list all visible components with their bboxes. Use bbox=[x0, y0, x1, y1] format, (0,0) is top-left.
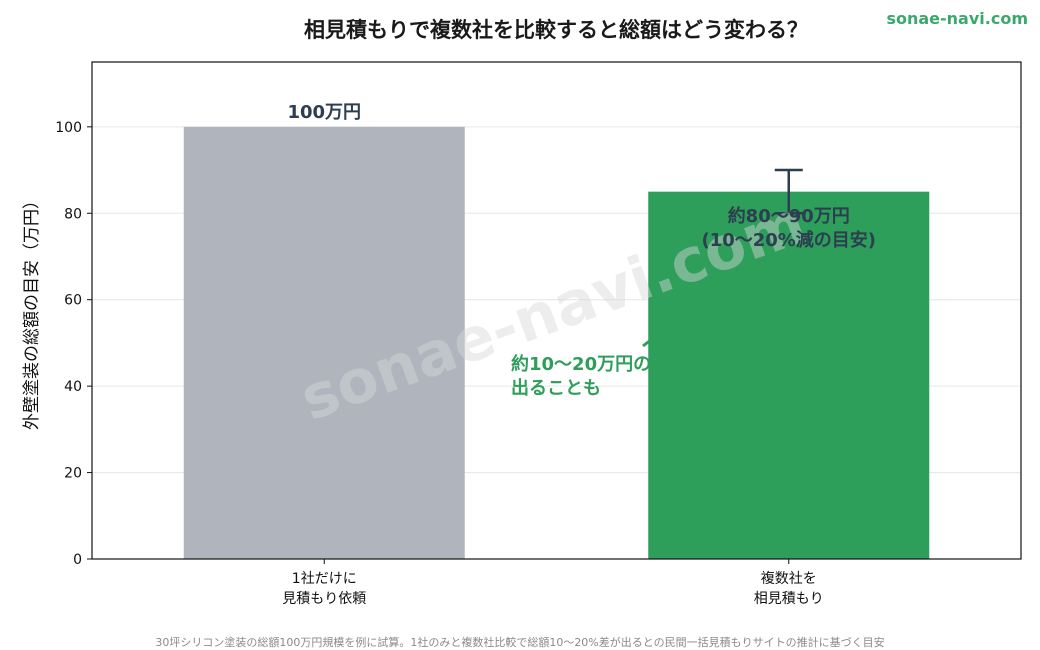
brand-label: sonae-navi.com bbox=[886, 9, 1028, 28]
x-tick-label: 見積もり依頼 bbox=[282, 591, 366, 607]
bar-2 bbox=[648, 191, 930, 560]
y-axis-label: 外壁塗装の総額の目安（万円） bbox=[21, 192, 42, 430]
plot-frame bbox=[91, 61, 1022, 560]
y-tick-label: 20 bbox=[64, 466, 82, 482]
error-bars bbox=[774, 168, 803, 215]
annotation-line bbox=[642, 300, 701, 348]
bar-1 bbox=[183, 126, 465, 560]
chart-title: 相見積もりで複数社を比較すると総額はどう変わる？ bbox=[304, 18, 808, 42]
annotation-text: 約10〜20万円の差が bbox=[511, 353, 687, 375]
y-tick-label: 0 bbox=[73, 552, 82, 568]
bar-value-label: 100万円 bbox=[287, 102, 361, 123]
y-tick-label: 40 bbox=[64, 379, 82, 395]
x-tick-label: 1社だけに bbox=[292, 571, 357, 587]
y-axis-ticks: 0 20 40 60 80 100 bbox=[55, 120, 92, 568]
error-bar-2 bbox=[774, 168, 803, 215]
y-tick-label: 80 bbox=[64, 206, 82, 222]
annotation-text: 出ることも bbox=[511, 377, 601, 399]
bar-value-label: (10〜20%減の目安) bbox=[701, 229, 876, 251]
y-tick-label: 60 bbox=[64, 293, 82, 309]
footnote: 30坪シリコン塗装の総額100万円規模を例に試算。1社のみと複数社比較で総額10… bbox=[155, 635, 884, 649]
y-tick-label: 100 bbox=[55, 120, 82, 136]
bars bbox=[183, 126, 930, 560]
x-tick-label: 複数社を bbox=[761, 570, 817, 587]
x-tick-label: 相見積もり bbox=[754, 591, 824, 607]
bar-value-label: 約80〜90万円 bbox=[728, 205, 850, 227]
